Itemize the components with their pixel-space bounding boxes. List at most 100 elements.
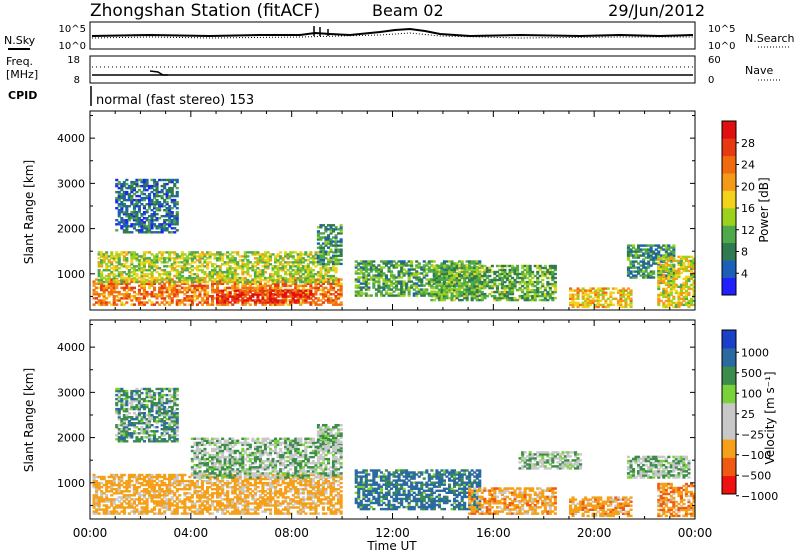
heatmap-cell <box>687 275 691 279</box>
heatmap-cell <box>135 508 139 511</box>
heatmap-cell <box>276 295 280 298</box>
heatmap-cell <box>175 257 179 260</box>
heatmap-cell <box>679 291 683 295</box>
heatmap-cell <box>206 295 210 298</box>
heatmap-cell <box>679 257 683 261</box>
heatmap-cell <box>221 289 225 292</box>
heatmap-cell <box>163 284 167 288</box>
heatmap-cell <box>329 282 333 285</box>
heatmap-cell <box>674 303 678 307</box>
heatmap-cell <box>261 289 265 292</box>
heatmap-cell <box>616 303 620 307</box>
heatmap-cell <box>296 284 300 288</box>
heatmap-cell <box>306 301 310 304</box>
heatmap-cell <box>536 282 540 286</box>
heatmap-cell <box>175 280 179 284</box>
heatmap-cell <box>231 297 235 300</box>
heatmap-cell <box>198 280 202 284</box>
heatmap-cell <box>130 483 134 487</box>
heatmap-cell <box>100 271 104 274</box>
heatmap-cell <box>223 293 227 296</box>
heatmap-cell <box>390 276 394 279</box>
heatmap-cell <box>642 276 646 279</box>
heatmap-cell <box>405 264 409 267</box>
heatmap-cell <box>155 496 159 499</box>
heatmap-cell <box>112 481 116 485</box>
heatmap-cell <box>110 502 114 505</box>
heatmap-cell <box>316 259 320 262</box>
heatmap-cell <box>518 272 522 276</box>
heatmap-cell <box>165 178 169 182</box>
heatmap-cell <box>226 299 230 302</box>
heatmap-cell <box>168 273 172 276</box>
heatmap-cell <box>334 256 338 259</box>
heatmap-cell <box>178 481 182 485</box>
heatmap-cell <box>122 508 126 511</box>
heatmap-cell <box>495 298 499 302</box>
heatmap-cell <box>415 282 419 285</box>
heatmap-cell <box>390 288 394 291</box>
heatmap-cell <box>357 278 361 281</box>
heatmap-cell <box>236 265 240 268</box>
heatmap-cell <box>150 201 154 204</box>
heatmap-cell <box>203 492 207 495</box>
heatmap-cell <box>445 290 449 294</box>
heatmap-cell <box>324 293 328 296</box>
heatmap-cell <box>160 293 164 296</box>
heatmap-cell <box>112 278 116 282</box>
heatmap-cell <box>679 259 683 263</box>
heatmap-cell <box>387 280 391 283</box>
heatmap-cell <box>92 496 96 499</box>
heatmap-cell <box>100 486 104 489</box>
heatmap-cell <box>228 271 232 274</box>
heatmap-cell <box>480 274 484 278</box>
heatmap-cell <box>420 290 424 293</box>
heatmap-cell <box>110 486 114 489</box>
heatmap-cell <box>397 288 401 291</box>
heatmap-cell <box>127 273 131 276</box>
heatmap-cell <box>422 260 426 263</box>
heatmap-cell <box>137 280 141 283</box>
heatmap-cell <box>657 254 661 257</box>
heatmap-cell <box>92 506 96 509</box>
heatmap-cell <box>168 219 172 222</box>
heatmap-cell <box>271 295 275 298</box>
heatmap-cell <box>291 273 295 276</box>
heatmap-cell <box>291 255 295 258</box>
heatmap-cell <box>526 288 530 292</box>
heatmap-cell <box>316 263 320 266</box>
heatmap-cell <box>548 276 552 280</box>
heatmap-cell <box>420 284 424 287</box>
heatmap-cell <box>387 278 391 281</box>
heatmap-cell <box>327 280 331 284</box>
heatmap-cell <box>581 293 585 296</box>
heatmap-cell <box>637 270 641 273</box>
heatmap-cell <box>473 284 477 288</box>
heatmap-cell <box>291 299 295 302</box>
heatmap-cell <box>206 251 210 254</box>
heatmap-cell <box>332 280 336 284</box>
heatmap-cell <box>195 274 199 278</box>
heatmap-cell <box>669 301 673 305</box>
heatmap-cell <box>339 278 343 281</box>
heatmap-cell <box>218 289 222 292</box>
heatmap-cell <box>163 273 167 276</box>
heatmap-cell <box>178 299 182 302</box>
heatmap-cell <box>158 178 162 182</box>
heatmap-cell <box>185 492 189 495</box>
heatmap-cell <box>158 500 162 503</box>
heatmap-cell <box>266 255 270 258</box>
heatmap-cell <box>102 280 106 284</box>
heatmap-cell <box>634 260 638 263</box>
heatmap-cell <box>173 486 177 489</box>
heatmap-cell <box>637 266 641 269</box>
heatmap-cell <box>332 244 336 247</box>
heatmap-cell <box>465 260 469 263</box>
heatmap-cell <box>200 280 204 284</box>
heatmap-cell <box>379 268 383 271</box>
heatmap-cell <box>289 267 293 270</box>
heatmap-cell <box>145 504 149 507</box>
heatmap-cell <box>97 253 101 256</box>
heatmap-cell <box>508 264 512 268</box>
heatmap-cell <box>127 225 131 228</box>
